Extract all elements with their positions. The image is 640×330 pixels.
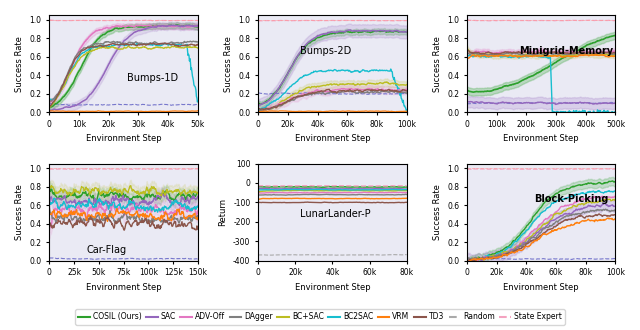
Text: Block-Picking: Block-Picking bbox=[534, 194, 608, 204]
Text: Car-Flag: Car-Flag bbox=[86, 245, 127, 255]
Y-axis label: Return: Return bbox=[218, 198, 227, 226]
X-axis label: Environment Step: Environment Step bbox=[294, 134, 370, 143]
X-axis label: Environment Step: Environment Step bbox=[86, 134, 161, 143]
Y-axis label: Success Rate: Success Rate bbox=[224, 36, 233, 91]
X-axis label: Environment Step: Environment Step bbox=[503, 283, 579, 292]
Text: Bumps-1D: Bumps-1D bbox=[127, 73, 178, 83]
Legend: COSIL (Ours), SAC, ADV-Off, DAgger, BC+SAC, BC2SAC, VRM, TD3, Random, State Expe: COSIL (Ours), SAC, ADV-Off, DAgger, BC+S… bbox=[75, 310, 565, 324]
X-axis label: Environment Step: Environment Step bbox=[86, 283, 161, 292]
Text: Minigrid-Memory: Minigrid-Memory bbox=[519, 46, 613, 56]
Y-axis label: Success Rate: Success Rate bbox=[15, 36, 24, 91]
Y-axis label: Success Rate: Success Rate bbox=[15, 184, 24, 240]
X-axis label: Environment Step: Environment Step bbox=[294, 283, 370, 292]
Y-axis label: Success Rate: Success Rate bbox=[433, 184, 442, 240]
X-axis label: Environment Step: Environment Step bbox=[503, 134, 579, 143]
Text: LunarLander-P: LunarLander-P bbox=[300, 209, 371, 219]
Y-axis label: Success Rate: Success Rate bbox=[433, 36, 442, 91]
Text: Bumps-2D: Bumps-2D bbox=[300, 46, 351, 56]
